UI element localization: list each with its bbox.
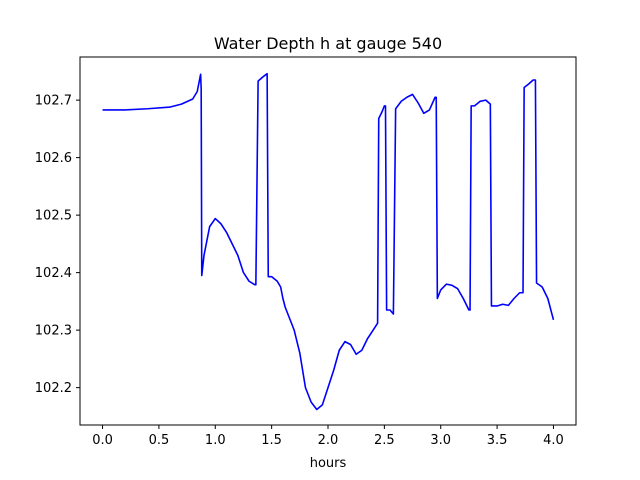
y-tick-label: 102.6	[35, 151, 72, 166]
x-tick-label: 3.0	[430, 433, 451, 448]
y-tick-label: 102.7	[35, 94, 72, 109]
y-tick-label: 102.3	[35, 324, 72, 339]
x-tick-label: 2.5	[374, 433, 395, 448]
x-tick-label: 4.0	[543, 433, 564, 448]
x-tick-label: 3.5	[487, 433, 508, 448]
x-axis: 0.0 0.5 1.0 1.5 2.0 2.5 3.0 3.5 4.0	[92, 425, 564, 448]
y-tick-label: 102.4	[35, 266, 72, 281]
series-line	[102, 72, 555, 411]
x-tick-label: 0.5	[149, 433, 170, 448]
x-tick-label: 0.0	[92, 433, 113, 448]
x-tick-label: 1.0	[205, 433, 226, 448]
x-axis-label: hours	[310, 456, 347, 471]
x-tick-label: 1.5	[261, 433, 282, 448]
y-tick-label: 102.5	[35, 209, 72, 224]
y-axis: 102.2 102.3 102.4 102.5 102.6 102.7	[35, 94, 80, 396]
chart-title: Water Depth h at gauge 540	[214, 34, 442, 53]
y-tick-label: 102.2	[35, 381, 72, 396]
x-tick-label: 2.0	[318, 433, 339, 448]
